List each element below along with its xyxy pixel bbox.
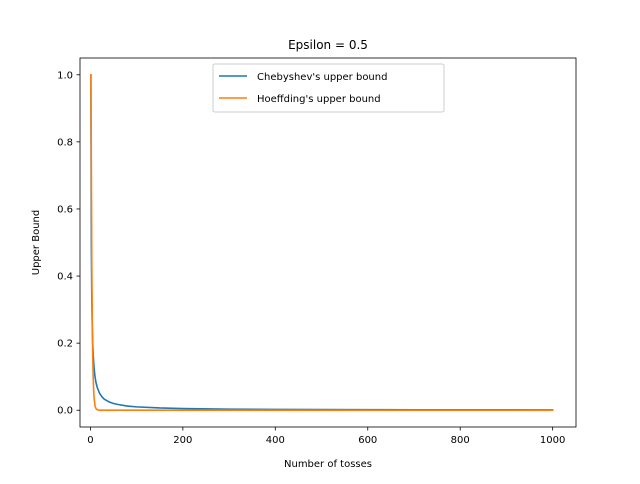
legend-label-chebyshev: Chebyshev's upper bound <box>257 72 387 83</box>
y-tick-label: 0.4 <box>57 272 73 283</box>
legend-label-hoeffding: Hoeffding's upper bound <box>257 94 381 105</box>
legend-box <box>212 63 445 113</box>
x-tick-label: 1000 <box>540 435 565 446</box>
x-tick-label: 400 <box>266 435 285 446</box>
x-tick-label: 800 <box>451 435 470 446</box>
chart-title: Epsilon = 0.5 <box>288 38 368 52</box>
x-tick-label: 200 <box>173 435 192 446</box>
y-tick-label: 1.0 <box>57 70 73 81</box>
series-layer <box>90 73 554 412</box>
y-tick-label: 0.8 <box>57 137 73 148</box>
x-tick-label: 0 <box>87 435 93 446</box>
legend: Chebyshev's upper bound Hoeffding's uppe… <box>212 63 445 113</box>
y-tick-label: 0.2 <box>57 339 73 350</box>
y-axis-label: Upper Bound <box>31 210 42 275</box>
x-axis: 0 200 400 600 800 1000 <box>87 427 565 446</box>
y-tick-label: 0.6 <box>57 204 73 215</box>
x-axis-label: Number of tosses <box>284 459 372 470</box>
y-tick-label: 0.0 <box>57 406 73 417</box>
series-line-hoeffding <box>90 73 554 412</box>
y-axis: 0.0 0.2 0.4 0.6 0.8 1.0 <box>57 70 80 417</box>
plot-frame <box>79 57 577 428</box>
x-tick-label: 600 <box>358 435 377 446</box>
